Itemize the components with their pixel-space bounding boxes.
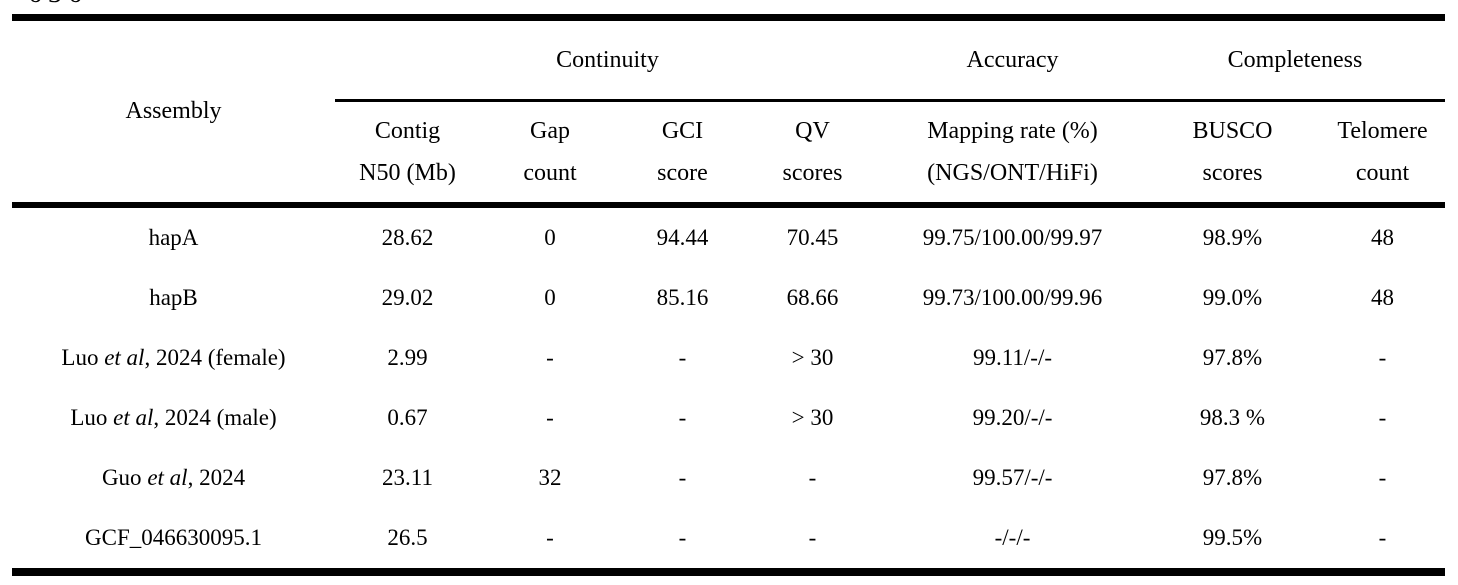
cell-mapping-rate: 99.75/100.00/99.97 [922,225,1103,250]
assembly-name: Luo et al, 2024 (female) [12,328,335,388]
cell-busco-scores: 99.5% [1202,525,1263,550]
cell-mapping-rate: 99.73/100.00/99.96 [922,285,1103,310]
column-header-line: N50 (Mb) [359,160,456,186]
group-header-completeness: Completeness [1145,17,1445,102]
column-header-line: Gap [530,118,570,144]
table-row-hapB: hapB 29.02 0 85.16 68.66 99.73/100.00/99… [12,268,1445,328]
cell-gci-score: 85.16 [656,285,709,310]
cell-telomere-count: - [1378,345,1387,370]
assembly-name: Luo et al, 2024 (male) [12,388,335,448]
table-row-gcf: GCF_046630095.1 26.5 - - - -/-/- 99.5% - [12,508,1445,572]
assembly-name: Guo et al, 2024 [12,448,335,508]
column-header-line: Telomere [1337,118,1428,144]
cell-busco-scores: 99.0% [1202,285,1263,310]
cell-contig-n50: 29.02 [381,285,434,310]
cell-gap-count: 32 [538,465,562,490]
table-row-guo: Guo et al, 2024 23.11 32 - - 99.57/-/- 9… [12,448,1445,508]
cell-telomere-count: - [1378,405,1387,430]
assembly-name-italic: et al [147,465,188,490]
column-header-busco-scores: BUSCO scores [1145,100,1320,208]
group-header-continuity: Continuity [335,17,880,102]
cell-gap-count: - [546,405,554,430]
assembly-name: GCF_046630095.1 [12,508,335,572]
assembly-column-header: Assembly [12,17,335,208]
cell-qv-scores: - [808,465,817,490]
cell-gci-score: - [678,405,687,430]
cell-gap-count: 0 [544,225,556,250]
column-header-line: scores [782,160,843,186]
cell-mapping-rate: 99.20/-/- [972,405,1053,430]
table-row-luo-male: Luo et al, 2024 (male) 0.67 - - > 30 99.… [12,388,1445,448]
cell-qv-scores: > 30 [791,345,834,370]
cell-gci-score: 94.44 [656,225,709,250]
cell-gap-count: - [546,525,554,550]
cell-telomere-count: - [1378,525,1387,550]
cell-qv-scores: - [808,525,817,550]
table-row-hapA: hapA 28.62 0 94.44 70.45 99.75/100.00/99… [12,205,1445,268]
cell-busco-scores: 97.8% [1202,345,1263,370]
table-row-luo-female: Luo et al, 2024 (female) 2.99 - - > 30 9… [12,328,1445,388]
column-header-line: GCI [661,118,704,144]
cell-gap-count: 0 [544,285,556,310]
cell-mapping-rate: 99.57/-/- [972,465,1053,490]
assembly-name: hapA [12,205,335,268]
cell-mapping-rate: 99.11/-/- [973,345,1052,370]
cell-contig-n50: 26.5 [387,525,428,550]
assembly-name-text: Luo [70,405,114,430]
cell-contig-n50: 28.62 [381,225,434,250]
column-header-line: count [1355,160,1410,186]
assembly-name-text: , 2024 (female) [144,345,286,370]
cell-contig-n50: 0.67 [387,405,428,430]
assembly-name-text: hapA [148,225,199,250]
cell-qv-scores: > 30 [791,405,834,430]
group-header-accuracy: Accuracy [880,17,1145,102]
column-header-line: Contig [374,118,441,144]
assembly-name-text: hapB [149,285,198,310]
cell-gci-score: - [678,525,687,550]
cell-qv-scores: 68.66 [786,285,839,310]
cell-busco-scores: 97.8% [1202,465,1263,490]
assembly-name-text: Guo [101,465,148,490]
column-header-mapping-rate: Mapping rate (%) (NGS/ONT/HiFi) [880,100,1145,208]
assembly-name-text: Luo [61,345,105,370]
cell-contig-n50: 2.99 [387,345,428,370]
cell-telomere-count: 48 [1371,225,1394,250]
group-header-row: Assembly Continuity Accuracy Completenes… [12,17,1445,208]
cell-qv-scores: 70.45 [786,225,839,250]
cell-busco-scores: 98.3 % [1199,405,1266,430]
cell-busco-scores: 98.9% [1202,225,1263,250]
column-header-gap-count: Gap count [480,100,620,208]
cell-contig-n50: 23.11 [382,465,433,490]
assembly-statistics-table: Assembly Continuity Accuracy Completenes… [12,14,1445,576]
column-header-line: count [523,160,577,186]
column-header-line: Mapping rate (%) [927,118,1098,144]
cell-mapping-rate: -/-/- [994,525,1031,550]
column-header-line: BUSCO [1192,118,1273,144]
column-header-line: QV [795,118,830,144]
column-header-line: score [657,160,708,186]
column-header-telomere-count: Telomere count [1320,100,1445,208]
assembly-name-text: , 2024 [187,465,246,490]
sub-header-row: Contig N50 (Mb) Gap count GCI score QV s… [12,100,1445,208]
assembly-name-italic: et al [104,345,145,370]
assembly-name-text: , 2024 (male) [153,405,277,430]
column-header-qv-scores: QV scores [745,100,880,208]
assembly-name-italic: et al [113,405,154,430]
cell-gci-score: - [678,465,687,490]
assembly-name-text: GCF_046630095.1 [85,525,262,550]
assembly-name: hapB [12,268,335,328]
cell-gci-score: - [678,345,687,370]
column-header-gci-score: GCI score [620,100,745,208]
cell-telomere-count: - [1378,465,1387,490]
column-header-line: scores [1202,160,1263,186]
cell-telomere-count: 48 [1371,285,1394,310]
column-header-line: (NGS/ONT/HiFi) [927,160,1098,186]
column-header-contig-n50: Contig N50 (Mb) [335,100,480,208]
cell-gap-count: - [546,345,554,370]
clipped-line-number: 636 [28,0,88,10]
